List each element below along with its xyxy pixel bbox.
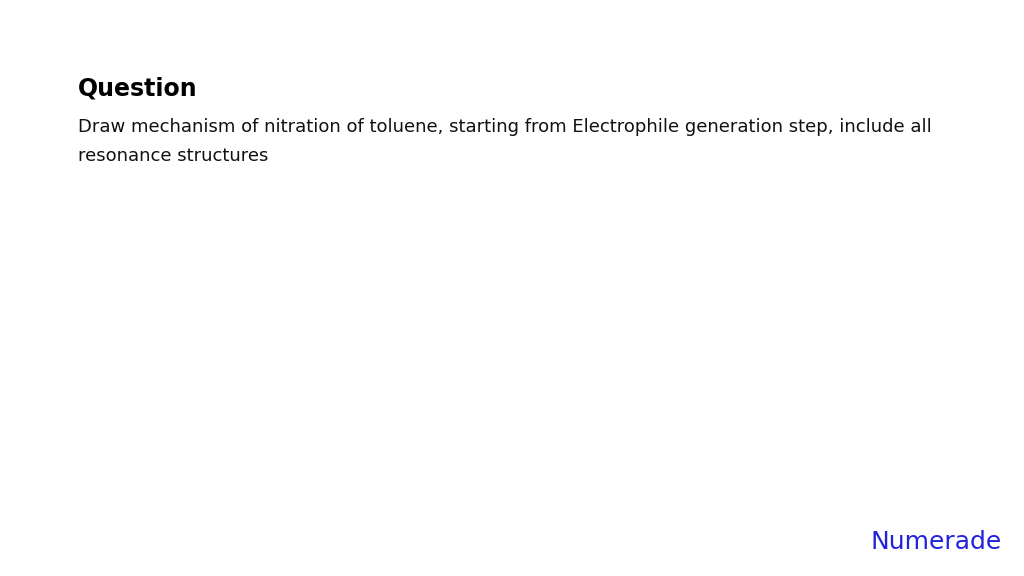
Text: Numerade: Numerade	[870, 530, 1001, 554]
Text: resonance structures: resonance structures	[78, 147, 268, 165]
Text: Draw mechanism of nitration of toluene, starting from Electrophile generation st: Draw mechanism of nitration of toluene, …	[78, 118, 932, 136]
Text: Question: Question	[78, 76, 198, 100]
